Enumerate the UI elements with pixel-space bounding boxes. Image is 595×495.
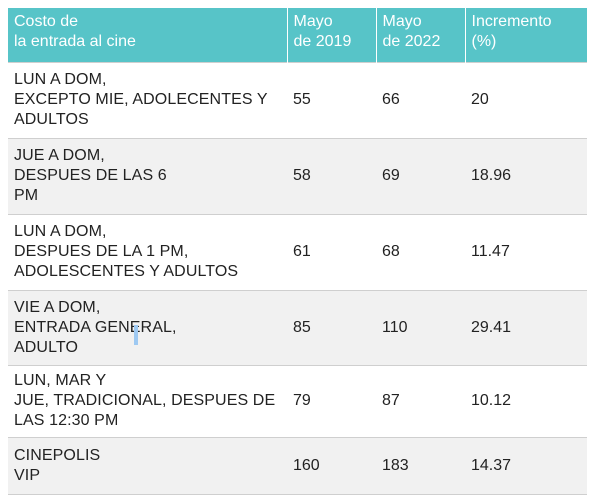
table-header-row: Costo de la entrada al cine Mayo de 2019… [8, 8, 587, 62]
ticket-type-cell[interactable]: LUN A DOM, EXCEPTO MIE, ADOLECENTES Y AD… [8, 61, 287, 138]
table-row: LUN, MAR Y JUE, TRADICIONAL, DESPUES DE … [8, 364, 587, 437]
table-row: VIE A DOM, ENTRADA GENERAL, ADULTO 85 11… [8, 289, 587, 365]
table-row: JUE A DOM, DESPUES DE LAS 6 PM 58 69 18.… [8, 137, 587, 214]
increase-cell[interactable]: 29.41 [465, 289, 587, 365]
cinema-price-table: Costo de la entrada al cine Mayo de 2019… [8, 8, 587, 495]
price-2019-cell[interactable]: 61 [287, 213, 376, 290]
price-2022-cell[interactable]: 110 [376, 289, 465, 365]
header-may-2019[interactable]: Mayo de 2019 [287, 8, 377, 62]
ticket-type-cell[interactable]: CINEPOLIS VIP [8, 436, 287, 495]
increase-cell[interactable]: 14.37 [465, 436, 587, 495]
increase-cell[interactable]: 10.12 [465, 364, 587, 437]
price-2019-cell[interactable]: 55 [287, 61, 376, 138]
increase-cell[interactable]: 18.96 [465, 137, 587, 214]
ticket-type-cell[interactable]: LUN, MAR Y JUE, TRADICIONAL, DESPUES DE … [8, 364, 287, 437]
header-increase-percent[interactable]: Incremento (%) [471, 13, 552, 50]
ticket-type-cell[interactable]: JUE A DOM, DESPUES DE LAS 6 PM [8, 137, 287, 214]
price-2019-cell[interactable]: 85 [287, 289, 376, 365]
text-cursor [134, 325, 138, 345]
ticket-type-cell[interactable]: VIE A DOM, ENTRADA GENERAL, ADULTO [8, 289, 287, 365]
price-2019-cell[interactable]: 58 [287, 137, 376, 214]
price-2022-cell[interactable]: 183 [376, 436, 465, 495]
table-row: CINEPOLIS VIP 160 183 14.37 [8, 436, 587, 495]
increase-cell[interactable]: 11.47 [465, 213, 587, 290]
price-2019-cell[interactable]: 160 [287, 436, 376, 495]
price-2022-cell[interactable]: 66 [376, 61, 465, 138]
price-2019-cell[interactable]: 79 [287, 364, 376, 437]
price-2022-cell[interactable]: 69 [376, 137, 465, 214]
table-row: LUN A DOM, DESPUES DE LA 1 PM, ADOLESCEN… [8, 213, 587, 290]
price-2022-cell[interactable]: 87 [376, 364, 465, 437]
header-ticket-cost[interactable]: Costo de la entrada al cine [8, 8, 288, 62]
table-row: LUN A DOM, EXCEPTO MIE, ADOLECENTES Y AD… [8, 61, 587, 138]
ticket-type-cell[interactable]: LUN A DOM, DESPUES DE LA 1 PM, ADOLESCEN… [8, 213, 287, 290]
price-2022-cell[interactable]: 68 [376, 213, 465, 290]
increase-cell[interactable]: 20 [465, 61, 587, 138]
header-may-2022[interactable]: Mayo de 2022 [376, 8, 466, 62]
